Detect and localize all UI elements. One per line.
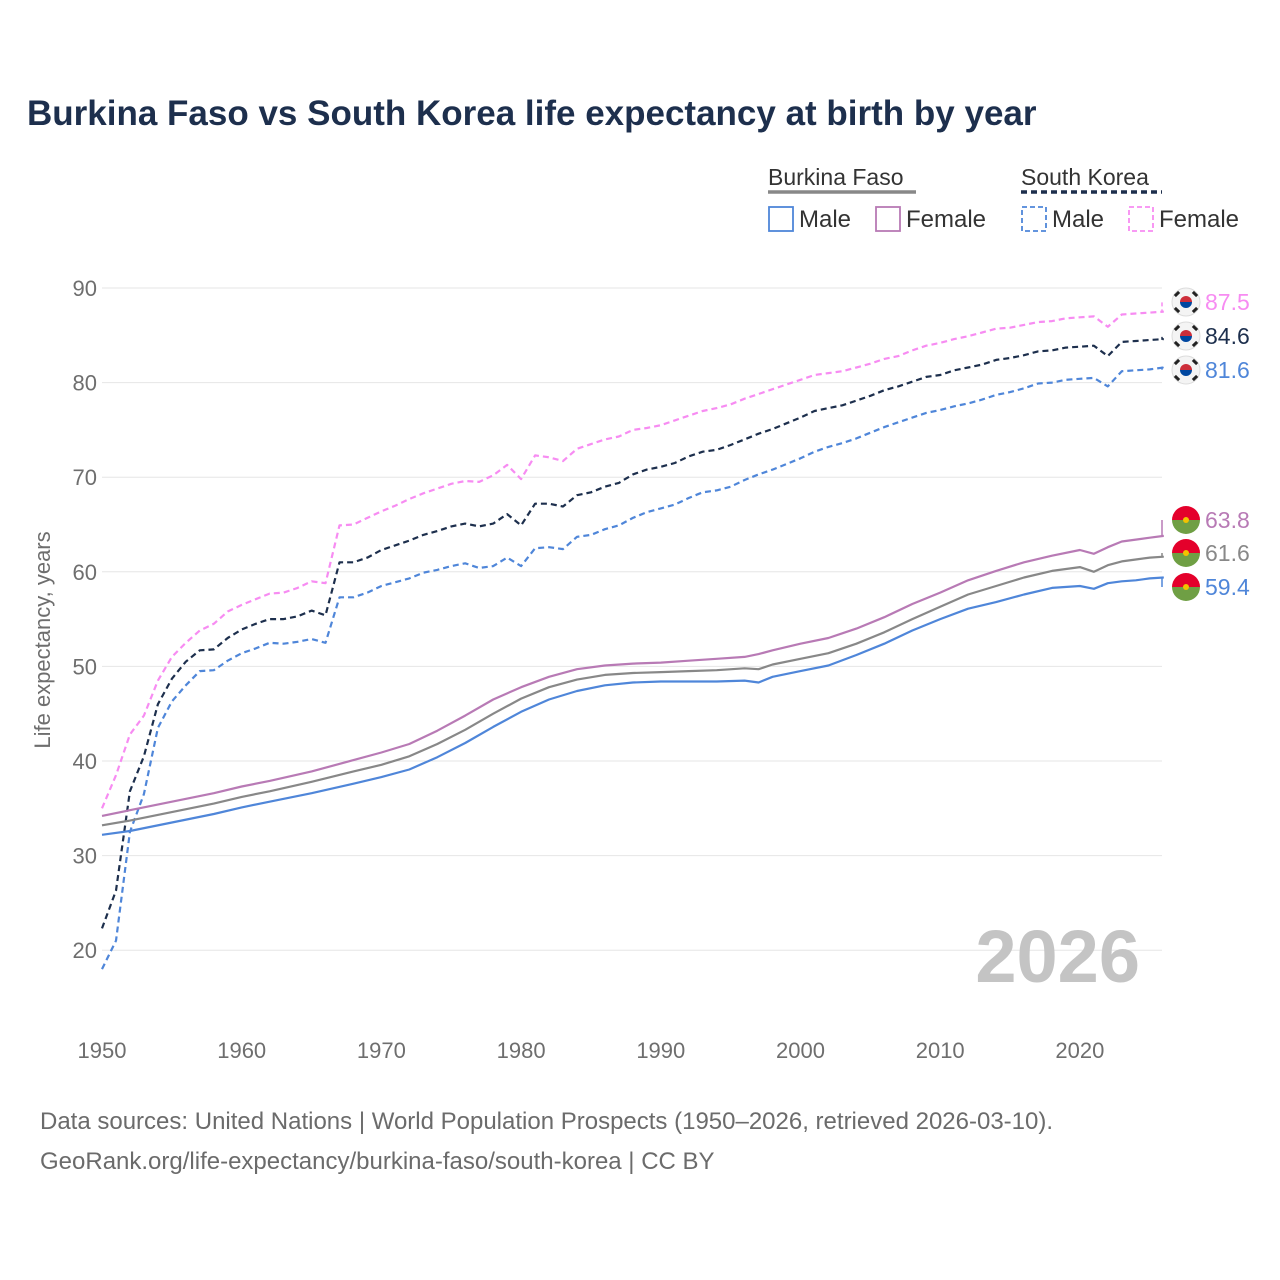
- x-tick-label: 1970: [357, 1038, 406, 1063]
- legend-label: Female: [1159, 206, 1239, 233]
- year-watermark: 2026: [975, 915, 1140, 998]
- flag-green-half: [1172, 520, 1200, 534]
- flag-taeguk-red: [1180, 330, 1192, 336]
- end-connector: [1161, 553, 1164, 558]
- end-value-label: 81.6: [1205, 357, 1250, 383]
- end-value-label: 63.8: [1205, 507, 1250, 533]
- legend-swatch: [768, 206, 794, 232]
- series-line-south-korea-male: [101, 366, 1164, 970]
- series-line-south-korea-female: [100, 310, 1164, 809]
- y-tick-label: 40: [73, 749, 97, 774]
- flag-star: [1183, 517, 1189, 523]
- y-tick-label: 90: [73, 276, 97, 301]
- end-connector: [1161, 302, 1164, 313]
- end-value-label: 59.4: [1205, 574, 1250, 600]
- end-connector: [1161, 576, 1164, 587]
- end-value-label: 61.6: [1205, 540, 1250, 566]
- x-tick-label: 2020: [1055, 1038, 1104, 1063]
- x-tick-label: 2010: [916, 1038, 965, 1063]
- y-axis-label: Life expectancy, years: [30, 531, 55, 748]
- flag-trigram: [1173, 306, 1181, 314]
- flag-trigram: [1191, 340, 1199, 348]
- legend-label: Male: [1052, 206, 1104, 233]
- legend-label: Female: [906, 206, 986, 233]
- flag-taeguk-red: [1180, 364, 1192, 370]
- chart-title: Burkina Faso vs South Korea life expecta…: [27, 94, 1037, 133]
- flag-red-half: [1172, 539, 1200, 553]
- flag-star: [1183, 550, 1189, 556]
- south-korea-flag-icon: [1171, 355, 1201, 385]
- flag-trigram: [1191, 324, 1199, 332]
- series-line-burkina-faso-female: [101, 534, 1164, 817]
- series-line-burkina-faso: [101, 555, 1164, 827]
- end-connector: [1161, 336, 1164, 340]
- line-chart: 20 30 40 50 60 70 80 90 1950 1960 1970 1980 1990 2000…: [30, 164, 1250, 1063]
- legend-label: Male: [799, 206, 851, 233]
- flag-red-half: [1172, 573, 1200, 587]
- end-value-label: 87.5: [1205, 289, 1250, 315]
- legend-swatch: [1021, 206, 1047, 232]
- flag-trigram: [1173, 340, 1181, 348]
- y-tick-label: 50: [73, 654, 97, 679]
- flag-trigram: [1191, 358, 1199, 366]
- y-tick-label: 30: [73, 844, 97, 869]
- burkina-faso-flag-icon: [1172, 539, 1200, 567]
- flag-trigram: [1173, 290, 1181, 298]
- end-value-label: 84.6: [1205, 323, 1250, 349]
- flag-taeguk-blue: [1180, 336, 1192, 342]
- end-connector: [1161, 520, 1164, 537]
- flag-trigram: [1173, 324, 1181, 332]
- flag-trigram: [1191, 306, 1199, 314]
- source-note: Data sources: United Nations | World Pop…: [40, 1108, 1054, 1135]
- flag-taeguk-blue: [1180, 302, 1192, 308]
- legend-group-title: Burkina Faso: [768, 164, 904, 190]
- flag-green-half: [1172, 553, 1200, 567]
- y-tick-label: 60: [73, 560, 97, 585]
- series-line-burkina-faso-male: [101, 576, 1164, 836]
- y-tick-label: 80: [73, 371, 97, 396]
- x-tick-label: 1980: [497, 1038, 546, 1063]
- y-tick-label: 70: [73, 465, 97, 490]
- flag-trigram: [1191, 374, 1199, 382]
- south-korea-flag-icon: [1171, 287, 1201, 317]
- south-korea-flag-icon: [1171, 321, 1201, 351]
- series-line-south-korea: [100, 338, 1164, 929]
- flag-green-half: [1172, 587, 1200, 601]
- burkina-faso-flag-icon: [1172, 506, 1200, 534]
- end-connector: [1161, 366, 1164, 370]
- flag-trigram: [1173, 374, 1181, 382]
- y-tick-label: 20: [73, 938, 97, 963]
- flag-star: [1183, 584, 1189, 590]
- burkina-faso-flag-icon: [1172, 573, 1200, 601]
- x-tick-label: 2000: [776, 1038, 825, 1063]
- x-tick-label: 1990: [636, 1038, 685, 1063]
- flag-taeguk-blue: [1180, 370, 1192, 376]
- flag-trigram: [1191, 290, 1199, 298]
- flag-trigram: [1173, 358, 1181, 366]
- source-link[interactable]: GeoRank.org/life-expectancy/burkina-faso…: [40, 1148, 715, 1175]
- flag-red-half: [1172, 506, 1200, 520]
- flag-taeguk-red: [1180, 296, 1192, 302]
- legend-swatch: [875, 206, 901, 232]
- x-tick-label: 1960: [217, 1038, 266, 1063]
- legend-swatch: [1128, 206, 1154, 232]
- legend-group-title: South Korea: [1021, 164, 1149, 190]
- x-tick-label: 1950: [78, 1038, 127, 1063]
